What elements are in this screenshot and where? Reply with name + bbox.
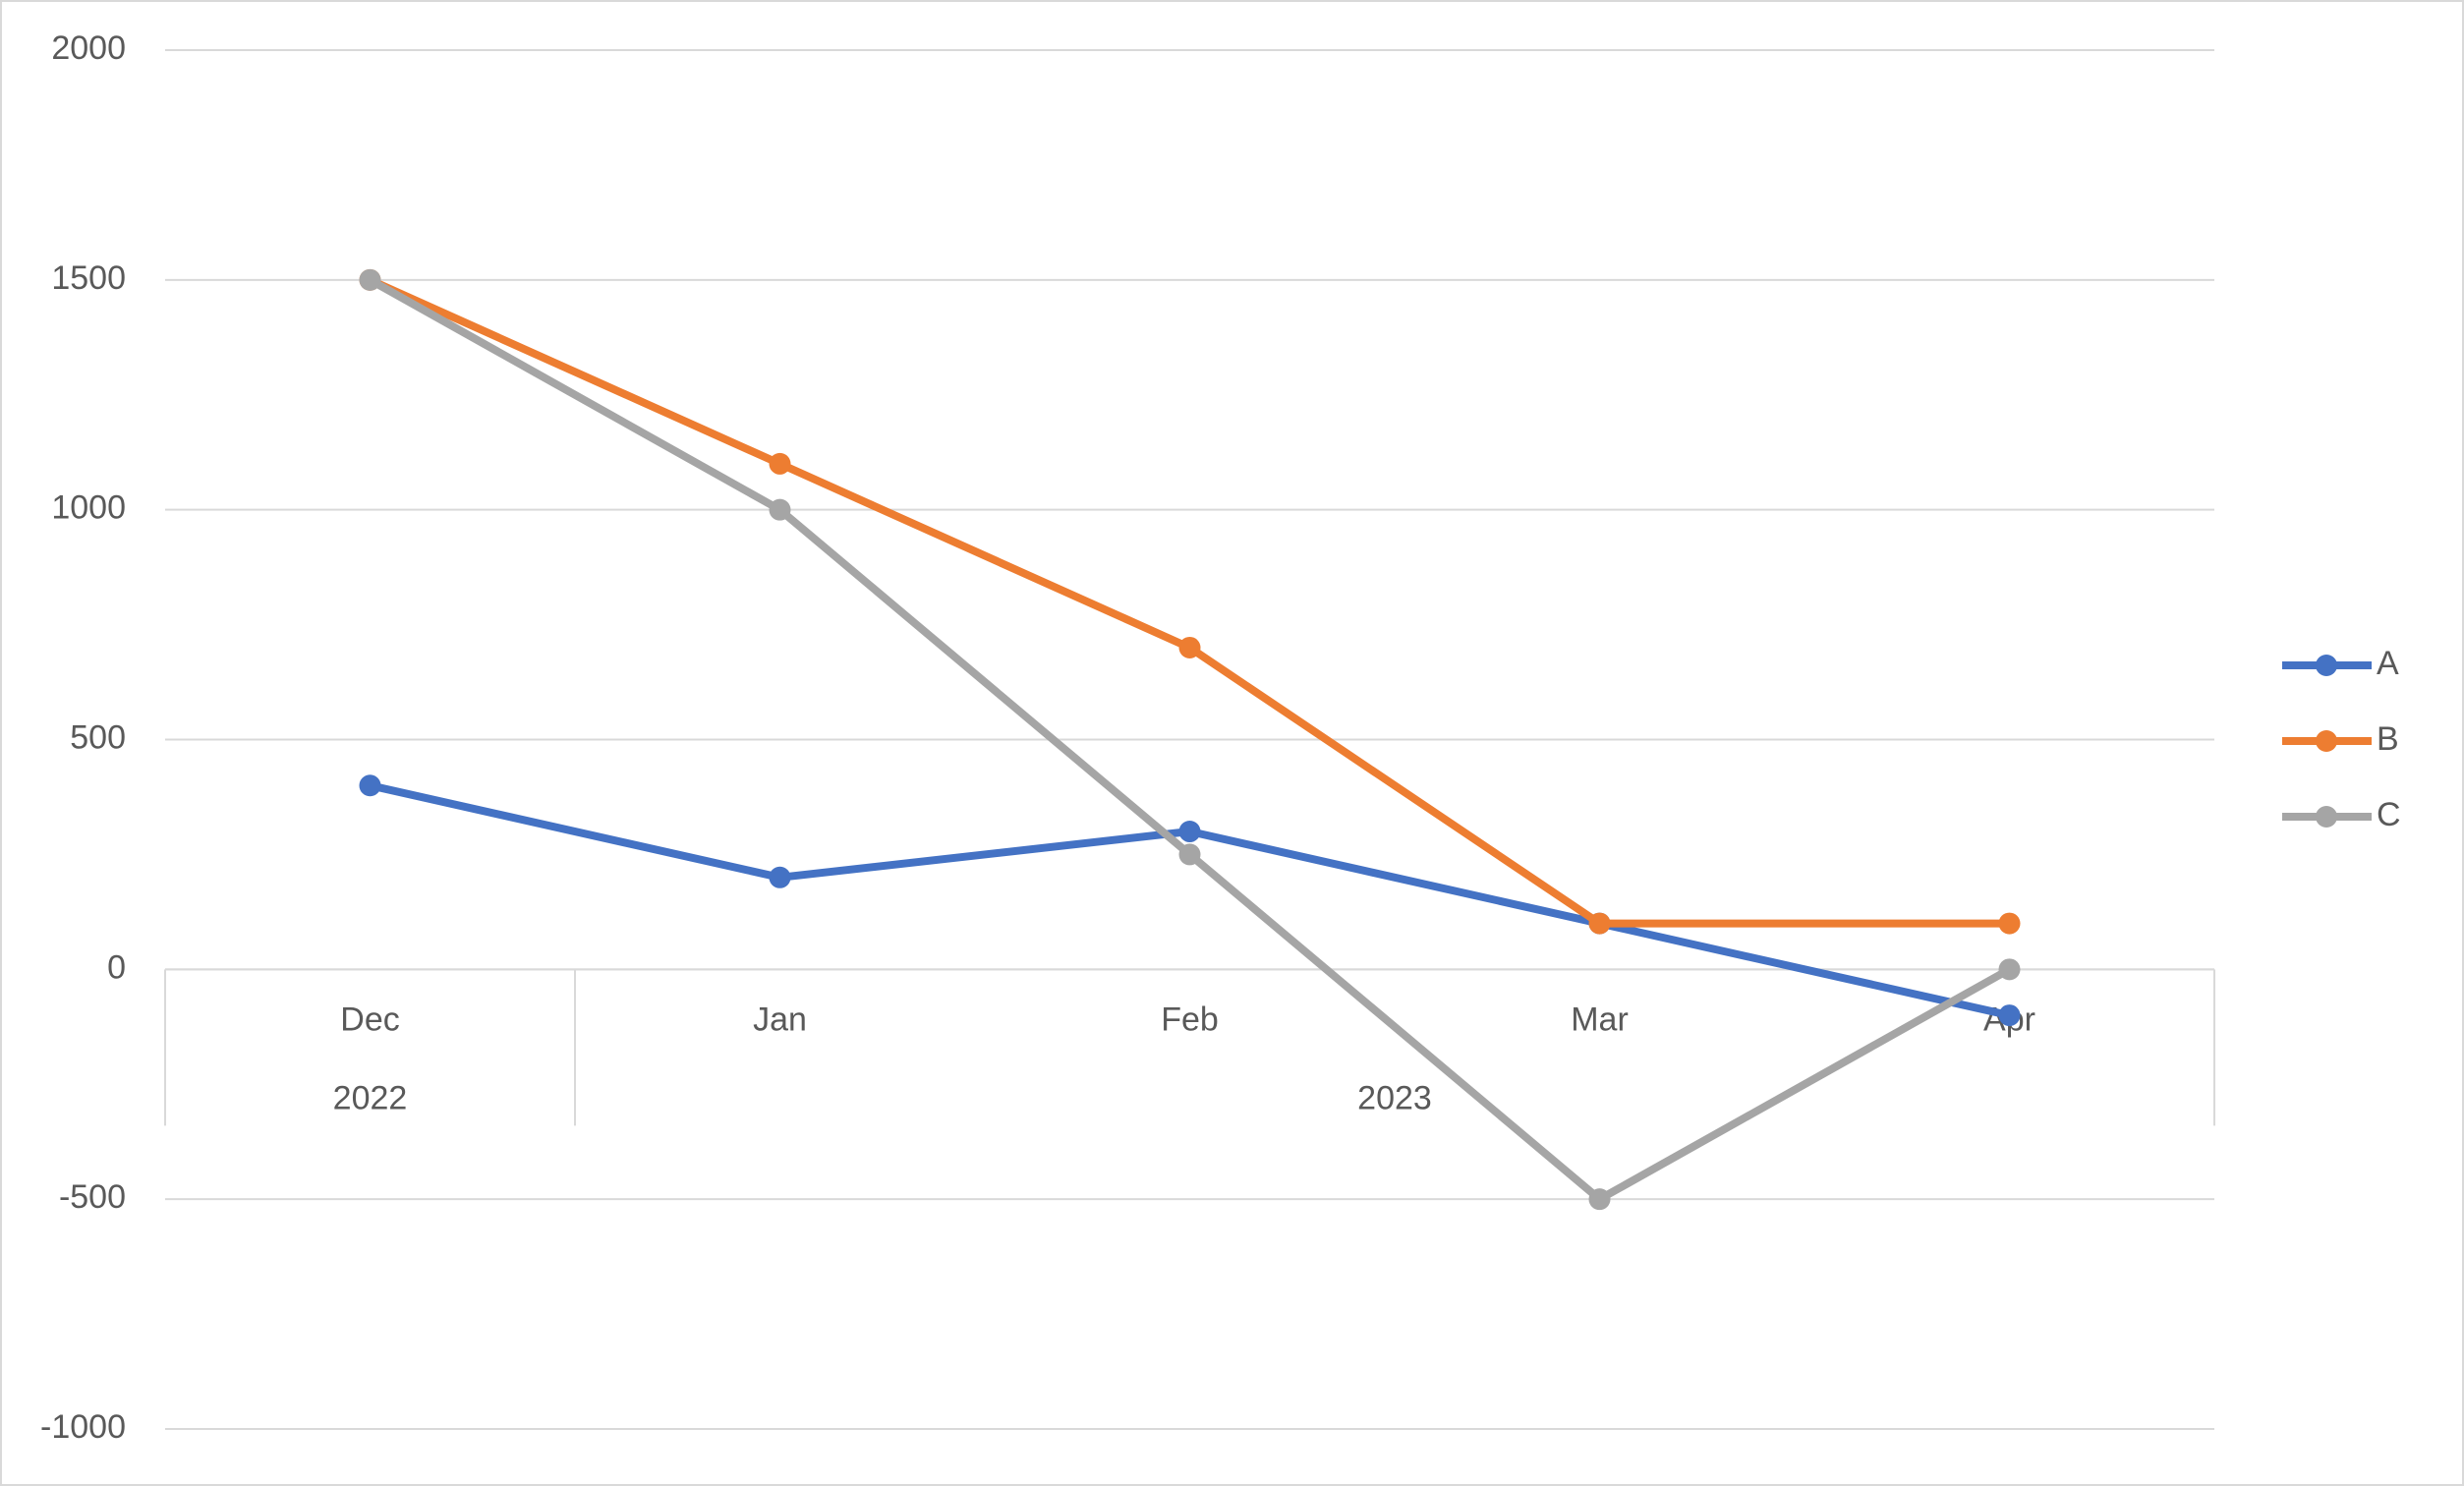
x-group-label: 2023	[1357, 1079, 1432, 1116]
x-group-label: 2022	[333, 1079, 408, 1116]
legend-marker	[2316, 655, 2337, 676]
data-point	[1588, 912, 1611, 935]
y-tick-label: 2000	[51, 29, 126, 67]
data-point	[1998, 1004, 2021, 1027]
data-point	[1588, 1188, 1611, 1211]
data-point	[1178, 821, 1201, 843]
x-tick-label: Mar	[1571, 1000, 1629, 1038]
data-point	[769, 866, 791, 888]
legend-label: B	[2377, 720, 2399, 758]
x-tick-label: Feb	[1161, 1000, 1219, 1038]
data-point	[359, 268, 381, 291]
data-point	[1998, 958, 2021, 981]
y-tick-label: 500	[70, 718, 126, 756]
legend-marker	[2316, 730, 2337, 752]
data-point	[769, 452, 791, 475]
x-tick-label: Jan	[753, 1000, 807, 1038]
y-tick-label: 1500	[51, 259, 126, 297]
x-tick-label: Dec	[340, 1000, 399, 1038]
data-point	[769, 498, 791, 521]
legend-label: A	[2377, 645, 2399, 682]
legend-marker	[2316, 806, 2337, 828]
y-tick-label: -500	[59, 1178, 126, 1216]
data-point	[1998, 912, 2021, 935]
data-point	[1178, 636, 1201, 658]
data-point	[359, 774, 381, 797]
y-tick-label: 1000	[51, 489, 126, 527]
legend-label: C	[2377, 796, 2401, 833]
y-tick-label: 0	[107, 948, 126, 986]
y-tick-label: -1000	[40, 1408, 126, 1446]
data-point	[1178, 843, 1201, 866]
